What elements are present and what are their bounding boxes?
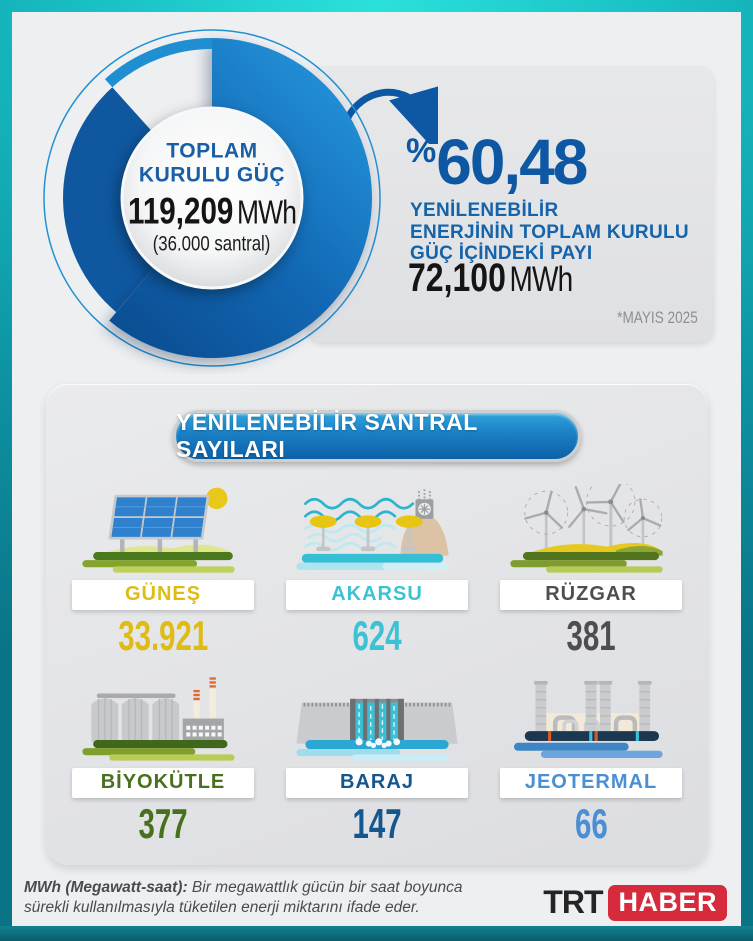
plant-count: 624 [352,612,402,659]
dam-icon [296,698,458,761]
solar-panel-icon [82,487,235,573]
curved-arrow-icon [340,83,438,144]
plant-count: 381 [566,612,616,659]
renewable-share-description: YENİLENEBİLİR ENERJİNİN TOPLAM KURULU GÜ… [410,200,689,264]
plant-card-gunes: GÜNEŞ 33.921 [56,472,270,660]
plant-label-box: RÜZGAR [500,579,682,610]
biomass-plant-icon [82,677,235,761]
infographic-canvas: %60,48 YENİLENEBİLİR ENERJİNİN TOPLAM KU… [12,12,741,926]
plant-label-box: JEOTERMAL [500,767,682,798]
plant-count: 66 [574,800,608,847]
donut-rim-arc [104,37,212,88]
renewable-plants-panel: YENİLENEBİLİR SANTRAL SAYILARI [46,384,708,865]
plant-label-box: BARAJ [286,767,468,798]
trt-wordmark: TRT [543,884,603,920]
section-title-pill: YENİLENEBİLİR SANTRAL SAYILARI [173,409,581,462]
plant-label: AKARSU [331,583,423,606]
total-capacity-donut-chart: TOPLAM KURULU GÜÇ 119,209 MWh (36.000 sa… [36,22,388,374]
plant-count: 33.921 [118,612,208,659]
total-capacity-value: 119,209 MWh [127,190,297,232]
plant-label-box: BİYOKÜTLE [72,767,254,798]
plant-count: 147 [352,800,402,847]
plant-label: JEOTERMAL [524,771,658,794]
renewable-share-panel: %60,48 YENİLENEBİLİR ENERJİNİN TOPLAM KU… [308,66,714,342]
donut-center-text: TOPLAM KURULU GÜÇ 119,209 MWh (36.000 sa… [102,140,322,257]
haber-badge: HABER [608,884,727,921]
river-hydro-icon [296,489,449,570]
total-plant-count: (36.000 santral) [153,232,271,256]
plant-card-ruzgar: RÜZGAR 381 [484,472,698,660]
mwh-footnote: MWh (Megawatt-saat): Bir megawattlık güc… [24,879,463,916]
plant-card-akarsu: AKARSU 624 [270,472,484,660]
plant-label-box: AKARSU [286,579,468,610]
donut-outline-ring [43,29,381,367]
renewable-share-percent: %60,48 [406,126,588,198]
plant-label: RÜZGAR [545,583,637,606]
date-note: *MAYIS 2025 [617,308,698,327]
geothermal-plant-icon [513,680,663,758]
bottom-bar [0,926,753,941]
plant-label: GÜNEŞ [124,583,202,606]
plant-card-biyokutle: BİYOKÜTLE 377 [56,660,270,848]
plant-grid: GÜNEŞ 33.921 [46,472,708,848]
plant-label: BİYOKÜTLE [100,771,226,794]
donut-title: TOPLAM KURULU GÜÇ [138,139,286,187]
plant-label-box: GÜNEŞ [72,579,254,610]
donut-svg [43,29,381,367]
footnote-term: MWh (Megawatt-saat): [24,879,188,896]
plant-label: BARAJ [340,771,414,794]
section-title: YENİLENEBİLİR SANTRAL SAYILARI [176,409,478,462]
plant-count: 377 [138,800,188,847]
wind-turbine-icon [510,484,663,573]
plant-card-baraj: BARAJ 147 [270,660,484,848]
plant-card-jeotermal: JEOTERMAL 66 [484,660,698,848]
percent-sign: % [406,132,437,170]
trt-haber-logo: TRT HABER [543,884,727,921]
renewable-capacity-value: 72,100 MWh [408,256,573,300]
donut-center-disc [120,106,304,290]
